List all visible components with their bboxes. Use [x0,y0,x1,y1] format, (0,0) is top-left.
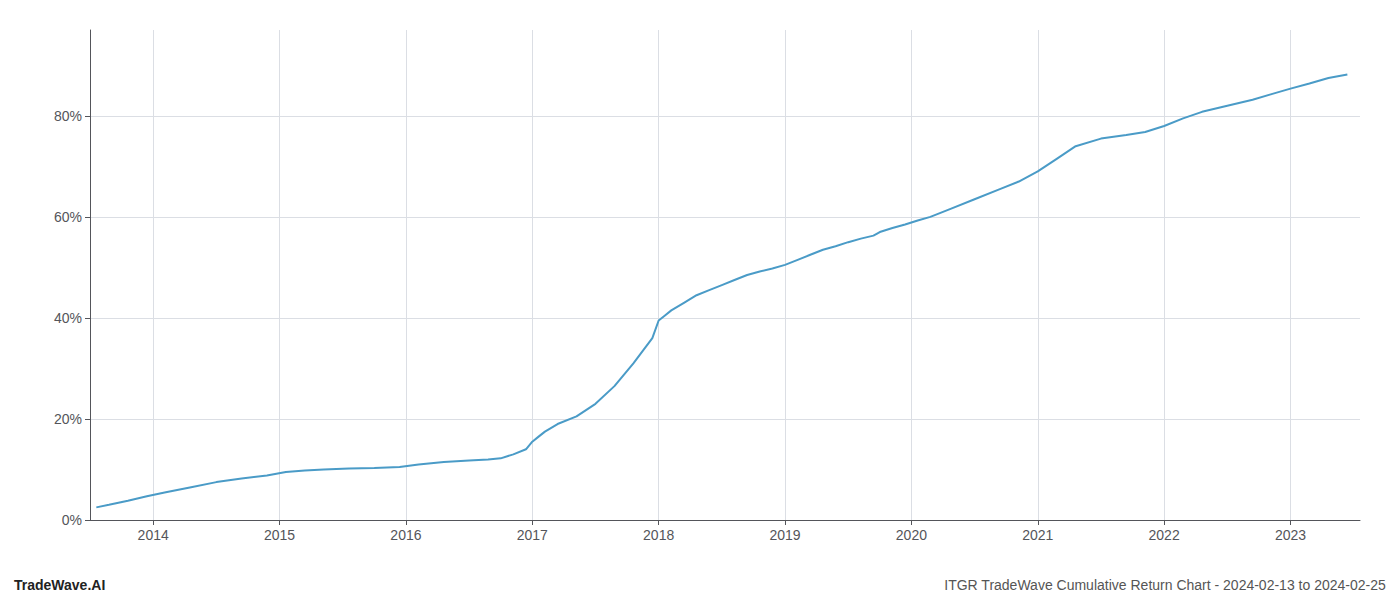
svg-text:2020: 2020 [896,527,927,543]
svg-text:2019: 2019 [769,527,800,543]
svg-text:60%: 60% [54,209,82,225]
svg-text:2018: 2018 [643,527,674,543]
svg-text:2016: 2016 [390,527,421,543]
svg-text:20%: 20% [54,411,82,427]
svg-text:TradeWave.AI: TradeWave.AI [14,577,105,593]
svg-text:40%: 40% [54,310,82,326]
svg-text:2017: 2017 [517,527,548,543]
svg-text:2015: 2015 [264,527,295,543]
svg-text:2023: 2023 [1275,527,1306,543]
svg-text:0%: 0% [62,512,82,528]
svg-text:2022: 2022 [1149,527,1180,543]
svg-text:2014: 2014 [138,527,169,543]
svg-text:2021: 2021 [1022,527,1053,543]
svg-text:ITGR TradeWave Cumulative Retu: ITGR TradeWave Cumulative Return Chart -… [944,577,1386,593]
svg-text:80%: 80% [54,108,82,124]
